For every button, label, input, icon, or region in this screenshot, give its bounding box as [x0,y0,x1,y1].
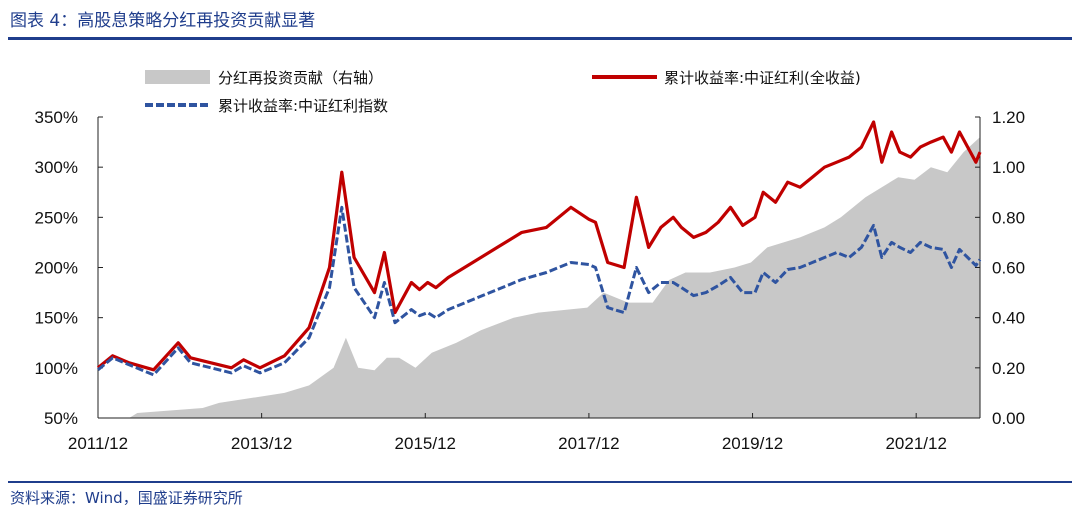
y-right-tick-label: 0.40 [992,309,1025,328]
figure-title: 图表 4：高股息策略分红再投资贡献显著 [10,11,316,31]
y-right-tick-label: 0.20 [992,359,1025,378]
x-tick-label: 2021/12 [885,434,946,453]
source-note: 资料来源：Wind，国盛证券研究所 [10,489,243,507]
y-right-tick-label: 1.00 [992,158,1025,177]
area-series-dividend-contribution [98,137,980,418]
y-left-tick-label: 150% [35,309,78,328]
legend-label-price-index: 累计收益率:中证红利指数 [218,97,388,115]
chart: 50% 100% 150% 200% 250% 300% 350% 0.00 0.20 0.40 0… [35,69,1026,453]
y-right-tick-label: 1.20 [992,108,1025,127]
legend: 分红再投资贡献（右轴） 累计收益率:中证红利(全收益) 累计收益率:中证红利指数 [145,69,861,115]
y-left-tick-label: 250% [35,208,78,227]
axes-layer: 50% 100% 150% 200% 250% 300% 350% 0.00 0.20 0.40 0… [35,108,1026,453]
x-tick-label: 2013/12 [231,434,292,453]
y-left-tick-label: 300% [35,158,78,177]
x-tick-label: 2011/12 [68,434,128,453]
line-series-total-return [96,120,982,372]
legend-label-total-return: 累计收益率:中证红利(全收益) [664,69,861,87]
title-rule [8,37,1072,40]
legend-swatch-area [145,70,210,84]
y-left-tick-label: 100% [35,359,78,378]
x-tick-label: 2019/12 [722,434,783,453]
source-rule [8,481,1072,483]
lines-layer [96,120,982,377]
y-left-tick-label: 350% [35,108,78,127]
y-left-tick-label: 200% [35,259,78,278]
y-right-tick-label: 0.60 [992,259,1025,278]
line-series-price-index [97,205,982,377]
y-right-tick-label: 0.80 [992,208,1025,227]
legend-label-area: 分红再投资贡献（右轴） [218,69,383,87]
area-layer [98,137,980,418]
x-tick-label: 2017/12 [558,434,619,453]
y-left-tick-label: 50% [44,409,78,428]
x-tick-label: 2015/12 [395,434,456,453]
y-right-tick-label: 0.00 [992,409,1025,428]
